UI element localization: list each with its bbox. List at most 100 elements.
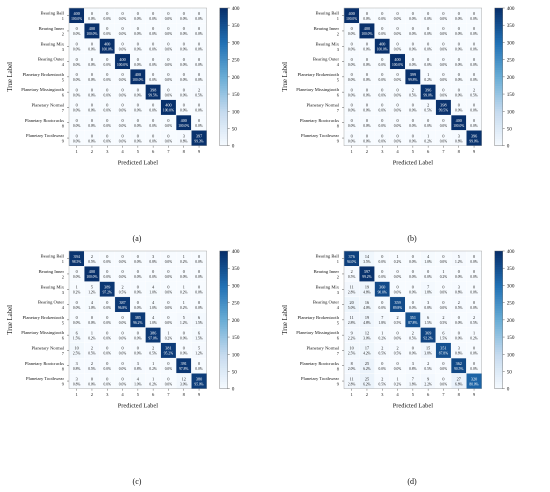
colorbar-segment: [494, 92, 503, 96]
cell-count: 0: [122, 133, 124, 138]
colorbar-segment: [219, 374, 228, 378]
cell-percent: 0.0%: [394, 290, 402, 294]
cell-count: 0: [458, 57, 460, 62]
cell-count: 0: [442, 41, 444, 46]
cell-percent: 0.5%: [149, 352, 157, 356]
cell-count: 0: [152, 11, 154, 16]
cell-percent: 0.0%: [440, 124, 448, 128]
cell-count: 399: [410, 72, 416, 77]
colorbar-segment: [494, 12, 503, 16]
cell-percent: 0.5%: [379, 382, 387, 386]
cell-percent: 0.0%: [470, 275, 478, 279]
cell-percent: 0.0%: [440, 63, 448, 67]
cell-percent: 0.0%: [394, 93, 402, 97]
y-tick-label: 1: [62, 16, 64, 21]
cell-percent: 0.0%: [134, 17, 142, 21]
cell-count: 0: [412, 254, 414, 259]
colorbar-segment: [219, 349, 228, 353]
x-tick-label: 2: [366, 392, 369, 397]
x-axis-title: Predicted Label: [118, 160, 159, 167]
colorbar-segment: [219, 361, 228, 364]
cell-percent: 0.0%: [195, 367, 203, 371]
cell-count: 398: [150, 87, 156, 92]
colorbar-segment: [494, 115, 503, 119]
colorbar-segment: [219, 8, 228, 11]
colorbar-segment: [219, 253, 228, 256]
colorbar-segment: [494, 324, 503, 328]
cell-count: 360: [379, 284, 385, 289]
cell-count: 3: [152, 254, 154, 259]
cell-percent: 0.0%: [409, 260, 417, 264]
cell-count: 6: [76, 330, 78, 335]
cell-percent: 0.0%: [88, 382, 96, 386]
colorbar-segment: [494, 60, 503, 64]
cell-percent: 0.8%: [134, 367, 142, 371]
cell-count: 5: [91, 284, 93, 289]
row-name-label: Planetary Brokentooth: [298, 315, 340, 320]
cell-percent: 97.8%: [179, 367, 188, 371]
cell-count: 2: [473, 315, 475, 320]
colorbar-segment: [219, 368, 228, 371]
cell-percent: 0.0%: [134, 352, 142, 356]
x-tick-label: 2: [366, 149, 369, 154]
cell-count: 0: [76, 87, 78, 92]
panel-caption: (d): [407, 477, 417, 486]
colorbar-segment: [219, 127, 228, 131]
colorbar-segment: [219, 386, 228, 390]
cell-count: 0: [76, 57, 78, 62]
cell-count: 0: [91, 133, 93, 138]
cell-percent: 1.5%: [73, 336, 81, 340]
cell-percent: 0.0%: [165, 93, 173, 97]
cell-count: 0: [183, 269, 185, 274]
cell-percent: 0.0%: [104, 32, 112, 36]
cell-count: 0: [412, 26, 414, 31]
cell-percent: 0.8%: [409, 367, 417, 371]
cell-percent: 0.0%: [195, 275, 203, 279]
cell-percent: 2.0%: [348, 367, 356, 371]
colorbar-segment: [494, 335, 503, 339]
colorbar-segment: [219, 335, 228, 339]
cell-percent: 0.0%: [394, 124, 402, 128]
cell-count: 2: [397, 346, 399, 351]
cell-count: 3: [76, 376, 78, 381]
cell-count: 2: [152, 346, 154, 351]
colorbar-segment: [494, 108, 503, 112]
cell-percent: 0.5%: [195, 93, 203, 97]
cell-count: 25: [365, 376, 369, 381]
colorbar-segment: [494, 379, 503, 383]
cell-percent: 0.0%: [134, 63, 142, 67]
cell-percent: 0.0%: [180, 63, 188, 67]
cell-percent: 92.2%: [424, 336, 433, 340]
row-name-label: Bearing Inner: [39, 26, 65, 31]
cell-percent: 0.0%: [455, 336, 463, 340]
confusion-matrix-panel-3: 39498.5%20.5%00.0%00.0%00.0%30.8%00.0%10…: [7, 249, 240, 486]
x-tick-label: 1: [76, 392, 79, 397]
colorbar-segment: [494, 345, 503, 348]
cell-count: 0: [91, 118, 93, 123]
colorbar-segment: [494, 351, 503, 355]
colorbar-segment: [219, 131, 228, 135]
cell-percent: 0.2%: [149, 382, 157, 386]
colorbar-segment: [219, 122, 228, 126]
cell-count: 0: [91, 87, 93, 92]
cell-percent: 3.0%: [180, 382, 188, 386]
colorbar-segment: [494, 271, 503, 275]
colorbar-segment: [494, 72, 503, 75]
cell-count: 0: [198, 118, 200, 123]
cell-count: 0: [91, 376, 93, 381]
colorbar-segment: [494, 28, 503, 32]
colorbar-segment: [494, 342, 503, 346]
cell-count: 10: [350, 346, 354, 351]
colorbar-segment: [219, 19, 228, 23]
colorbar-segment: [219, 363, 228, 367]
colorbar-segment: [494, 58, 503, 62]
cell-count: 25: [365, 361, 369, 366]
cell-percent: 0.2%: [379, 336, 387, 340]
cell-percent: 0.0%: [470, 32, 478, 36]
colorbar-segment: [219, 283, 228, 286]
colorbar-segment: [219, 306, 228, 309]
cell-count: 1: [152, 361, 154, 366]
cell-percent: 0.0%: [470, 109, 478, 113]
colorbar-segment: [494, 315, 503, 318]
colorbar-segment: [219, 260, 228, 263]
